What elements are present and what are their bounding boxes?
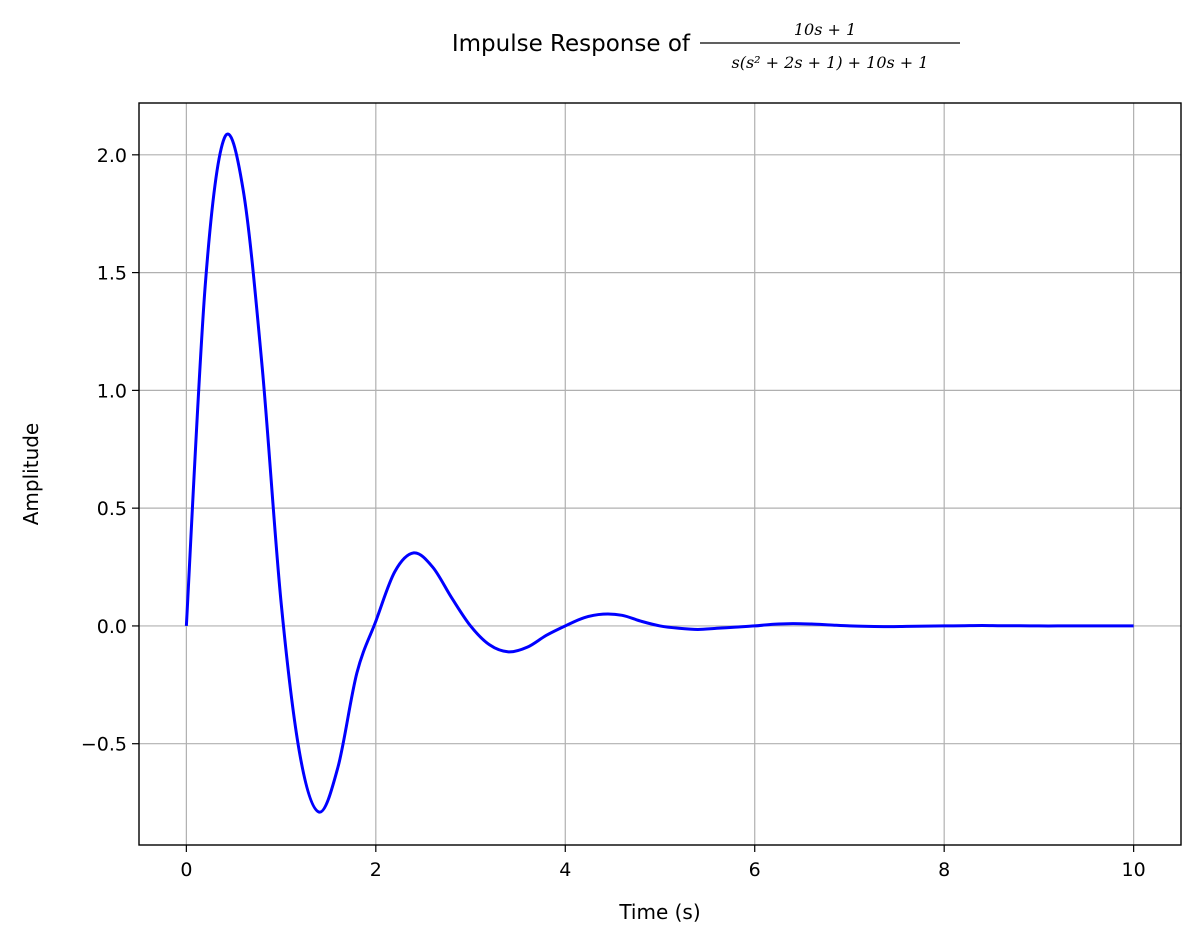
x-tick-label: 8 <box>938 859 950 881</box>
chart-title-denominator: s(s² + 2s + 1) + 10s + 1 <box>732 53 929 72</box>
y-tick-label: −0.5 <box>81 734 127 756</box>
grid <box>139 103 1181 845</box>
y-tick-label: 0.5 <box>97 498 127 520</box>
title: Impulse Response of 10s + 1 s(s² + 2s + … <box>452 20 960 72</box>
x-tick-label: 0 <box>180 859 192 881</box>
y-axis-ticks: −0.5 0.0 0.5 1.0 1.5 2.0 <box>81 145 139 756</box>
x-tick-label: 2 <box>370 859 382 881</box>
chart-title-numerator: 10s + 1 <box>794 20 856 39</box>
x-axis-ticks: 0 2 4 6 8 10 <box>180 845 1146 881</box>
y-tick-label: 1.5 <box>97 263 127 285</box>
x-tick-label: 4 <box>559 859 571 881</box>
y-tick-label: 0.0 <box>97 616 127 638</box>
x-tick-label: 10 <box>1122 859 1146 881</box>
x-tick-label: 6 <box>749 859 761 881</box>
plot-frame <box>138 102 1182 846</box>
plot-area <box>184 132 1134 814</box>
y-axis-label: Amplitude <box>19 423 43 526</box>
impulse-response-line <box>184 132 1134 814</box>
y-tick-label: 2.0 <box>97 145 127 167</box>
x-axis-label: Time (s) <box>618 900 700 924</box>
chart-title-prefix: Impulse Response of <box>452 31 691 57</box>
y-tick-label: 1.0 <box>97 380 127 402</box>
